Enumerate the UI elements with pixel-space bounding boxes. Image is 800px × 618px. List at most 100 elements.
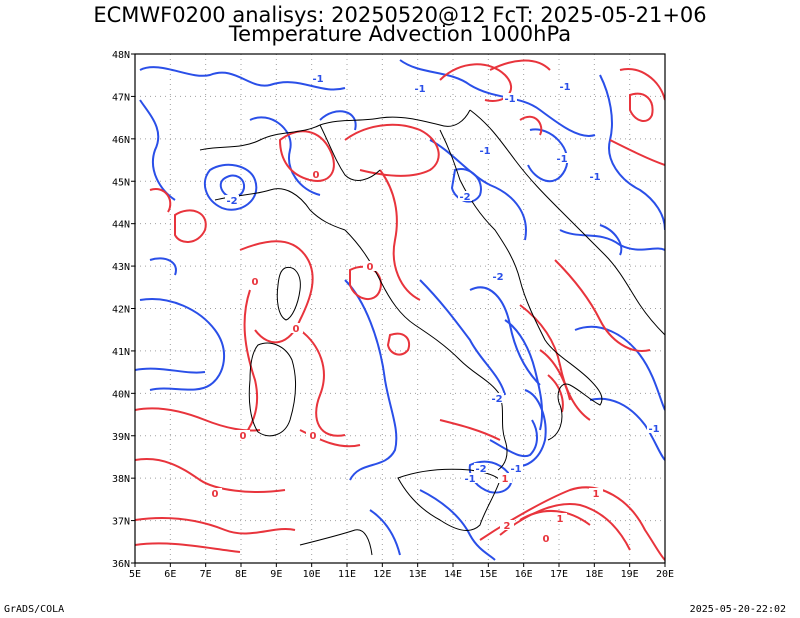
contour-label-bg (363, 261, 377, 271)
contour-label: -1 (648, 424, 659, 435)
contour-pos (489, 59, 551, 71)
contour-label: -1 (589, 172, 600, 183)
contour-label-bg (236, 430, 250, 440)
lat-tick-label: 41N (112, 347, 130, 358)
coastlines (199, 109, 665, 556)
contour-label-bg (647, 423, 661, 433)
contour-neg (139, 99, 176, 201)
negative-contours (135, 59, 665, 561)
positive-contours (135, 59, 665, 561)
contour-pos (135, 458, 286, 493)
contour-pos (239, 240, 314, 344)
contour-pos (299, 329, 346, 437)
contour-neg (399, 59, 596, 137)
contour-label: 0 (212, 489, 219, 500)
contour-label-bg (311, 73, 325, 83)
contour-pos (349, 265, 382, 300)
contour-label-bg (589, 488, 603, 498)
contour-pos (519, 115, 543, 136)
contour-pos (135, 542, 241, 553)
contour-label: -2 (226, 196, 237, 207)
contour-pos (439, 419, 501, 441)
contour-label: 1 (502, 474, 509, 485)
contour-neg (219, 174, 246, 199)
map-title-line1: ECMWF0200 analisys: 20250520@12 FcT: 202… (93, 3, 707, 27)
contour-label-bg (225, 195, 239, 205)
contour-pos (519, 509, 591, 526)
lon-tick-label: 5E (129, 569, 141, 580)
lat-tick-label: 45N (112, 177, 130, 188)
contour-pos (135, 517, 296, 535)
map-title-line2: Temperature Advection 1000hPa (228, 22, 572, 46)
lon-tick-label: 9E (270, 569, 282, 580)
contour-neg (419, 279, 506, 396)
contour-label: 0 (310, 431, 317, 442)
lon-tick-label: 18E (585, 569, 603, 580)
contour-label-bg (474, 463, 488, 473)
contour-pos (629, 92, 654, 122)
contour-label-bg (463, 473, 477, 483)
lon-tick-label: 13E (409, 569, 427, 580)
lat-tick-label: 36N (112, 559, 130, 570)
contour-neg (319, 110, 357, 131)
lon-tick-label: 7E (200, 569, 212, 580)
contour-neg (419, 489, 496, 561)
contour-neg (574, 325, 665, 411)
lat-tick-label: 42N (112, 305, 130, 316)
contour-label: 0 (293, 324, 300, 335)
contour-label-bg (208, 488, 222, 498)
contour-label: -1 (556, 154, 567, 165)
contour-pos (239, 289, 259, 441)
contour-label: -1 (504, 94, 515, 105)
contour-pos (539, 349, 571, 401)
contour-neg (429, 139, 527, 241)
coastline-corsica (276, 266, 301, 321)
lon-tick-label: 10E (303, 569, 321, 580)
lon-tick-label: 17E (550, 569, 568, 580)
contour-label-bg (490, 393, 504, 403)
contour-label: -2 (492, 272, 503, 283)
lon-tick-label: 15E (479, 569, 497, 580)
lon-tick-label: 12E (373, 569, 391, 580)
contour-label-bg (498, 473, 512, 483)
contour-label: 2 (504, 521, 511, 532)
contour-neg (203, 163, 258, 211)
longitude-axis: 5E 6E 7E 8E 9E 10E 11E 12E 13E 14E 15E 16E 17E 18E 19E… (129, 563, 674, 580)
contour-label-bg (491, 271, 505, 281)
contour-label: 0 (367, 262, 374, 273)
contour-label: -1 (414, 84, 425, 95)
contour-label: -1 (559, 82, 570, 93)
lat-tick-label: 48N (112, 50, 130, 61)
lon-tick-label: 8E (235, 569, 247, 580)
contour-neg (599, 224, 623, 256)
contour-label-bg (500, 520, 514, 530)
contour-label: 0 (252, 277, 259, 288)
contour-pos (439, 63, 513, 102)
contour-pos (278, 130, 335, 182)
contour-neg (135, 367, 206, 374)
contour-label: 1 (557, 514, 564, 525)
contour-neg (369, 509, 401, 556)
contour-pos (499, 503, 631, 551)
contour-label-bg (558, 81, 572, 91)
contour-neg (589, 397, 665, 461)
contour-label: -1 (479, 146, 490, 157)
coastline-sardinia (248, 342, 297, 437)
lat-tick-label: 44N (112, 220, 130, 231)
latitude-axis: 48N 47N 46N 45N 44N 43N 42N 41N 40N 39N 38N 37N 36N (112, 50, 135, 570)
contour-label-bg (289, 323, 303, 333)
contour-label: -2 (475, 464, 486, 475)
contour-pos (519, 304, 591, 421)
contour-neg (249, 116, 321, 196)
contour-label-bg (539, 533, 553, 543)
coastline-balkans (469, 109, 665, 336)
contour-label-bg (309, 169, 323, 179)
coastline-adriatic (439, 129, 603, 441)
contour-pos (174, 209, 207, 243)
contour-neg (450, 168, 482, 203)
contour-neg (149, 257, 177, 276)
contour-label-bg (503, 93, 517, 103)
coastline-italy-west (344, 229, 508, 471)
contour-neg (489, 419, 538, 458)
